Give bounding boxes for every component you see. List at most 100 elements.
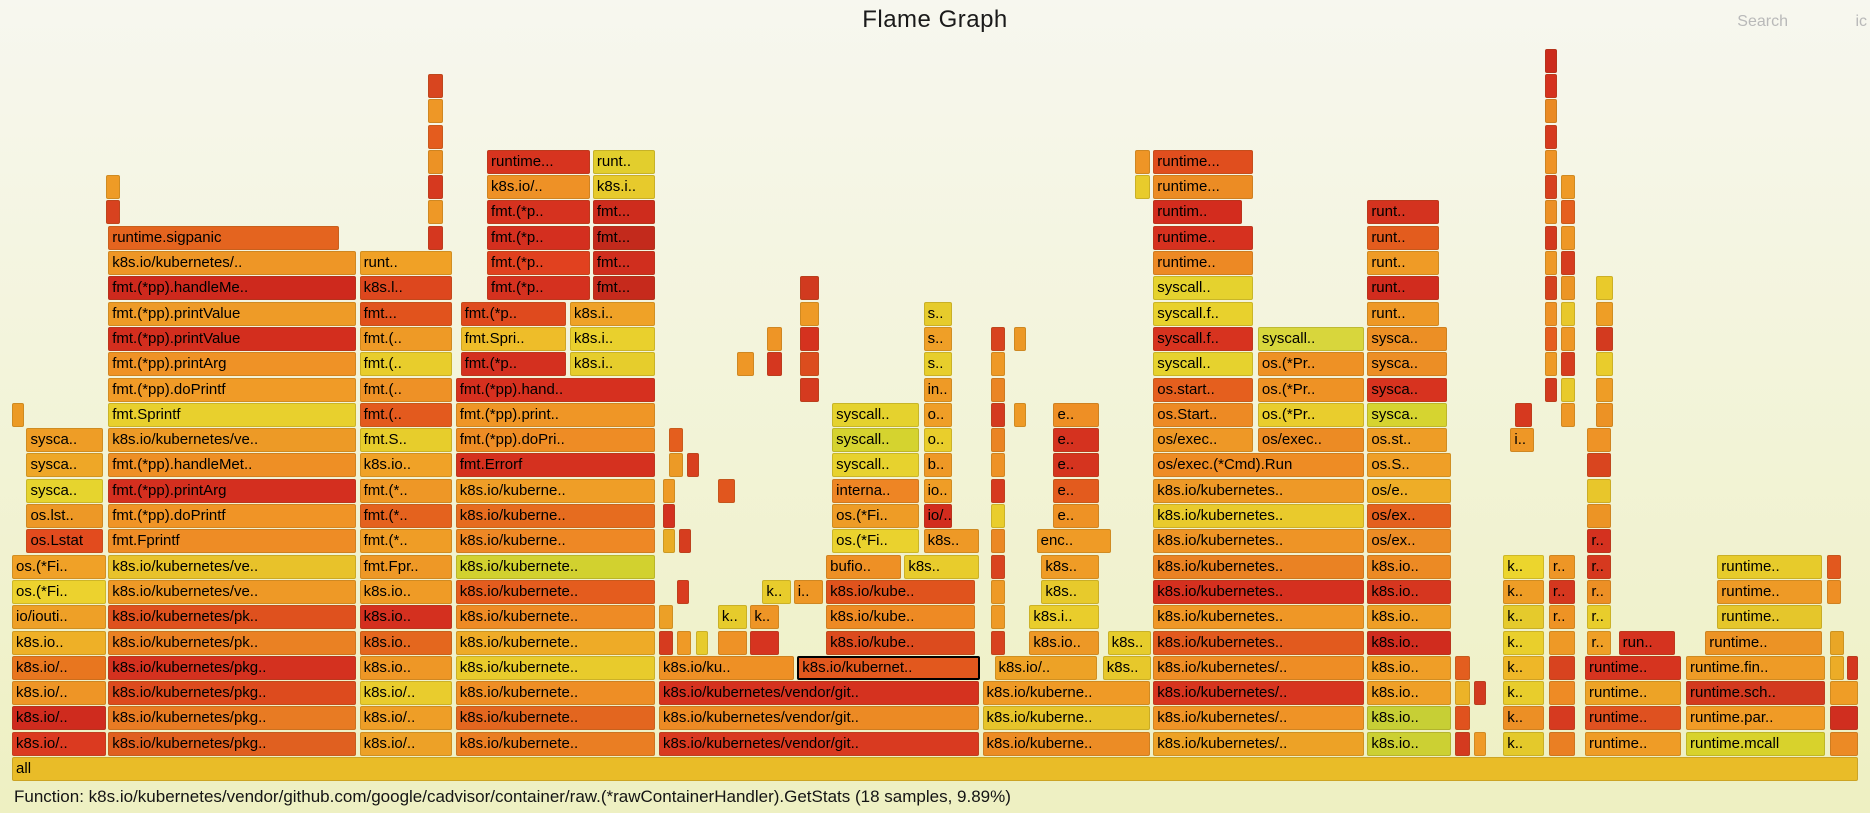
flame-frame[interactable]: k8s.io/kuberne.. xyxy=(982,732,1150,756)
flame-frame[interactable]: k8s.io/kubernete.. xyxy=(455,631,656,655)
flame-frame[interactable] xyxy=(1560,175,1576,199)
flame-frame[interactable]: os.(*Fi.. xyxy=(12,555,106,579)
flame-frame[interactable]: os.lst.. xyxy=(26,504,104,528)
flame-frame[interactable]: k.. xyxy=(1503,706,1545,730)
flame-frame[interactable]: os/ex.. xyxy=(1367,529,1452,553)
flame-frame[interactable]: s.. xyxy=(923,327,953,351)
flame-frame[interactable]: k8s.i.. xyxy=(570,352,656,376)
flame-frame[interactable]: sysca.. xyxy=(1367,327,1447,351)
flame-frame[interactable]: k8s.io.. xyxy=(1367,656,1452,680)
flame-frame[interactable]: r.. xyxy=(1587,555,1612,579)
flame-frame[interactable] xyxy=(1545,74,1558,98)
flame-frame[interactable]: fmt.(*pp).handleMet.. xyxy=(108,453,356,477)
flame-frame[interactable] xyxy=(1545,175,1558,199)
flame-frame[interactable] xyxy=(668,453,684,477)
flame-frame[interactable]: fmt.(*pp).printArg xyxy=(108,479,356,503)
flame-frame[interactable]: fmt.Fpr.. xyxy=(359,555,453,579)
flame-frame[interactable]: k8s.. xyxy=(1102,656,1151,680)
flame-frame[interactable]: os.(*Pr.. xyxy=(1257,352,1364,376)
flame-frame[interactable]: k8s.io/kuberne.. xyxy=(455,529,656,553)
flame-frame[interactable] xyxy=(1847,656,1858,680)
flame-frame[interactable]: r.. xyxy=(1548,555,1576,579)
flame-frame[interactable] xyxy=(1830,732,1858,756)
flame-frame[interactable]: k8s.io.. xyxy=(359,631,453,655)
flame-frame[interactable]: i.. xyxy=(1510,428,1535,452)
flame-frame[interactable] xyxy=(1560,352,1576,376)
flame-frame[interactable]: runtime.. xyxy=(1717,555,1822,579)
flame-frame[interactable]: k8s.io/kuberne.. xyxy=(455,504,656,528)
flame-frame[interactable]: syscall.. xyxy=(1153,352,1254,376)
flame-frame[interactable]: r.. xyxy=(1548,605,1576,629)
flame-frame[interactable]: runt.. xyxy=(1367,276,1440,300)
flame-frame[interactable]: k8s.io/kubernete.. xyxy=(455,656,656,680)
flame-frame[interactable] xyxy=(1560,276,1576,300)
flame-frame[interactable]: k8s.io/.. xyxy=(359,732,453,756)
flame-frame[interactable] xyxy=(428,74,443,98)
flame-frame[interactable]: k.. xyxy=(1503,656,1545,680)
flame-frame[interactable]: k8s.io.. xyxy=(1367,631,1452,655)
flame-frame[interactable]: syscall.. xyxy=(832,428,919,452)
flame-frame[interactable]: k.. xyxy=(717,605,747,629)
flame-frame[interactable] xyxy=(1013,403,1026,427)
flame-frame[interactable] xyxy=(990,631,1006,655)
flame-frame[interactable]: syscall.. xyxy=(832,453,919,477)
flame-frame[interactable]: k8s.io/kubernetes/pkg.. xyxy=(108,706,356,730)
flame-frame[interactable]: io/iouti.. xyxy=(12,605,106,629)
flame-frame[interactable]: r.. xyxy=(1587,605,1612,629)
flame-frame[interactable]: k8s.io/kubernetes.. xyxy=(1153,504,1364,528)
flame-frame[interactable] xyxy=(990,529,1006,553)
flame-frame[interactable]: e.. xyxy=(1053,479,1100,503)
flame-frame[interactable]: k8s.i.. xyxy=(570,327,656,351)
flame-frame[interactable]: io.. xyxy=(923,479,953,503)
flame-frame[interactable]: k8s.io/kubernete.. xyxy=(455,605,656,629)
flame-frame[interactable]: sysca.. xyxy=(1367,352,1447,376)
flame-frame[interactable] xyxy=(1548,681,1576,705)
flame-frame[interactable] xyxy=(990,352,1006,376)
flame-frame[interactable] xyxy=(767,352,782,376)
flame-frame[interactable]: r.. xyxy=(1587,580,1612,604)
flame-frame[interactable] xyxy=(428,226,443,250)
flame-frame[interactable] xyxy=(1545,251,1558,275)
flame-frame[interactable] xyxy=(990,403,1006,427)
flame-frame[interactable] xyxy=(1548,706,1576,730)
flame-frame[interactable]: fmt.(*p.. xyxy=(487,226,591,250)
flame-frame[interactable] xyxy=(990,555,1006,579)
flame-frame[interactable] xyxy=(1826,555,1842,579)
flame-frame[interactable]: k8s.io/.. xyxy=(487,175,591,199)
flame-frame[interactable] xyxy=(1830,681,1858,705)
flame-frame[interactable] xyxy=(659,605,674,629)
flame-frame[interactable]: os.(*Pr.. xyxy=(1257,403,1364,427)
flame-frame[interactable]: runtime.. xyxy=(1584,732,1682,756)
flame-frame[interactable]: fmt.(.. xyxy=(359,403,453,427)
flame-frame[interactable]: o.. xyxy=(923,428,953,452)
flame-frame[interactable]: k8s.io.. xyxy=(1367,706,1452,730)
flame-frame[interactable] xyxy=(1545,302,1558,326)
flame-frame[interactable]: k.. xyxy=(1503,605,1545,629)
flame-frame[interactable]: syscall.. xyxy=(1257,327,1364,351)
flame-frame[interactable]: k8s.io/kubernetes.. xyxy=(1153,605,1364,629)
flame-frame[interactable] xyxy=(1515,403,1533,427)
flame-frame[interactable]: k.. xyxy=(1503,555,1545,579)
flame-frame[interactable] xyxy=(1545,99,1558,123)
flame-frame[interactable]: os/exec.(*Cmd).Run xyxy=(1153,453,1364,477)
flame-frame[interactable]: k8s.l.. xyxy=(359,276,453,300)
flame-frame[interactable]: fmt.(*pp).handleMe.. xyxy=(108,276,356,300)
flame-frame[interactable] xyxy=(990,327,1006,351)
flame-frame[interactable]: k8s.io/kubernetes/.. xyxy=(1153,656,1364,680)
flame-frame[interactable]: fmt.(.. xyxy=(359,352,453,376)
flame-frame[interactable] xyxy=(799,378,819,402)
flame-frame[interactable]: k8s.io/kubernetes/.. xyxy=(1153,681,1364,705)
flame-frame[interactable]: e.. xyxy=(1053,504,1100,528)
flame-frame[interactable] xyxy=(1560,251,1576,275)
flame-frame[interactable]: runt.. xyxy=(1367,302,1440,326)
flame-frame[interactable] xyxy=(105,200,121,224)
flame-frame[interactable]: fmt.(*p.. xyxy=(460,302,567,326)
flame-frame[interactable]: syscall.. xyxy=(832,403,919,427)
flame-frame[interactable] xyxy=(1595,403,1613,427)
flame-frame[interactable]: runtime... xyxy=(487,150,591,174)
flame-frame[interactable]: bufio.. xyxy=(826,555,901,579)
flame-frame[interactable] xyxy=(1826,580,1842,604)
flame-frame[interactable] xyxy=(1545,49,1558,73)
flame-frame[interactable]: fmt.(*.. xyxy=(359,504,453,528)
flame-frame[interactable] xyxy=(1135,150,1150,174)
